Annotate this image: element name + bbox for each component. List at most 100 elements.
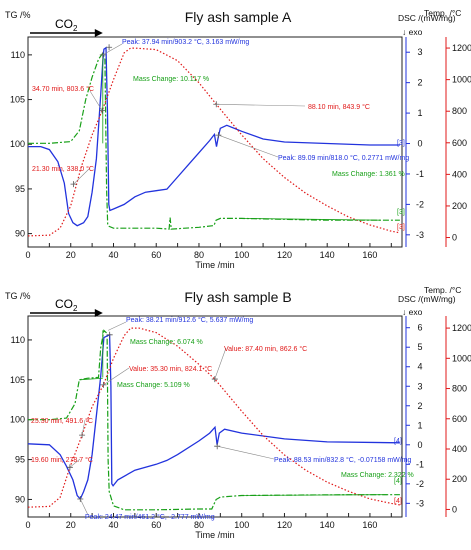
dsc-tick-label: 3 (417, 47, 422, 57)
annotation-label: 34.70 min, 803.6 °C (32, 85, 94, 93)
x-tick-label: 0 (25, 520, 30, 530)
annotation-leader (214, 347, 227, 380)
mass-change-line (241, 494, 388, 496)
tg-curve (28, 51, 400, 230)
x-tick-label: 120 (277, 250, 292, 260)
x-axis-label: Time /min (195, 260, 234, 270)
chart-title: Fly ash sample B (184, 289, 291, 305)
temp-curve (27, 47, 401, 237)
gas-label: CO2 (55, 17, 78, 33)
dsc-tick-label: -3 (416, 230, 424, 240)
annotation-label: Mass Change: 10.117 % (133, 76, 209, 83)
annotation-label: 88.10 min, 843.9 °C (308, 103, 370, 111)
tg-tick-label: 110 (11, 335, 25, 345)
value-marker (215, 132, 222, 139)
tg-axis-label: TG /% (5, 10, 31, 20)
temp-tick-label: 600 (452, 414, 467, 424)
x-tick-label: 100 (234, 250, 249, 260)
temp-tick-label: 1000 (452, 75, 471, 85)
x-axis-label: Time /min (195, 530, 234, 540)
annotation-leader (108, 321, 127, 331)
annotation-leader (81, 419, 86, 436)
tg-tick-label: 90 (15, 494, 25, 504)
tg-curve (28, 329, 400, 511)
annotation-label: Mass Change: 5.109 % (117, 382, 190, 389)
annotation-label: Mass Change: 2.322 % (341, 472, 414, 479)
dsc-axis-label: DSC /(mW/mg) (398, 13, 456, 23)
annotation-label: Value: 87.40 min, 862.6 °C (224, 345, 307, 353)
annotation-label: Peak: 37.94 min/903.2 °C, 3.163 mW/mg (122, 38, 249, 46)
exo-direction-label: ↓ exo (402, 27, 423, 37)
x-tick-label: 160 (362, 520, 377, 530)
dsc-curve (28, 46, 400, 227)
value-marker (70, 181, 77, 188)
tg-tick-label: 90 (15, 229, 25, 239)
annotation-label: 19.60 min, 278.7 °C (31, 456, 93, 464)
value-marker (106, 44, 113, 51)
temp-tick-label: 400 (452, 169, 467, 179)
annotation-label: Peak: 89.09 min/818.0 °C, 0.2771 mW/mg (278, 154, 409, 162)
temp-tick-label: 0 (452, 233, 457, 243)
annotation-label: Mass Change: 6.074 % (130, 339, 203, 346)
tg-tick-label: 95 (15, 184, 25, 194)
temp-curve (27, 327, 401, 508)
value-marker (211, 376, 218, 383)
x-tick-label: 60 (151, 250, 161, 260)
x-tick-label: 20 (66, 250, 76, 260)
tg-tick-label: 110 (11, 50, 25, 60)
gas-label: CO2 (55, 297, 78, 313)
x-tick-label: 80 (194, 520, 204, 530)
x-tick-label: 160 (362, 250, 377, 260)
temp-tick-label: 1000 (452, 353, 471, 363)
dsc-tick-label: 0 (417, 139, 422, 149)
x-tick-label: 40 (108, 250, 118, 260)
dsc-tick-label: 2 (417, 78, 422, 88)
annotation-leader (103, 367, 130, 386)
chart-title: Fly ash sample A (185, 9, 292, 25)
temp-axis-label: Temp. /°C (424, 8, 461, 18)
tg-tick-label: 95 (15, 455, 25, 465)
value-marker (77, 495, 84, 502)
annotation-label: [3] (397, 209, 405, 216)
temp-tick-label: 200 (452, 474, 467, 484)
annotation-leader (89, 90, 103, 111)
dsc-axis-label: DSC /(mW/mg) (398, 294, 456, 304)
dsc-tick-label: 2 (417, 401, 422, 411)
x-tick-label: 0 (25, 250, 30, 260)
value-marker (214, 443, 221, 450)
annotation-label: Peak: 88.53 min/832.8 °C, -0.07158 mW/mg (274, 456, 412, 464)
dsc-tick-label: -1 (416, 459, 424, 469)
dsc-tick-label: 4 (417, 362, 422, 372)
x-tick-label: 100 (234, 520, 249, 530)
dsc-tick-label: 0 (417, 440, 422, 450)
tg-tick-label: 105 (10, 375, 25, 385)
annotation-label: [3] (397, 140, 405, 147)
temp-tick-label: 600 (452, 138, 467, 148)
annotation-leader (69, 458, 81, 468)
annotation-leader (80, 498, 89, 516)
mass-change-line (241, 218, 381, 221)
annotation-label: [4] (394, 478, 402, 485)
dsc-tick-label: 1 (417, 420, 422, 430)
annotation-leader (102, 43, 123, 56)
exo-direction-label: ↓ exo (402, 307, 423, 317)
gas-arrow-head (94, 29, 103, 37)
plot-frame (27, 315, 403, 518)
gas-arrow-head (94, 309, 103, 317)
temp-tick-label: 800 (452, 384, 467, 394)
annotation-leader (73, 167, 91, 185)
annotation-label: 21.30 min, 338.0 °C (32, 165, 94, 173)
x-tick-label: 40 (108, 520, 118, 530)
temp-tick-label: 800 (452, 106, 467, 116)
x-tick-label: 80 (194, 250, 204, 260)
dsc-tick-label: -2 (416, 199, 424, 209)
x-tick-label: 140 (320, 250, 335, 260)
annotation-leader (216, 103, 306, 107)
plot-frame (27, 36, 403, 248)
tg-tick-label: 100 (10, 415, 25, 425)
mass-change-line (79, 377, 103, 381)
annotation-label: Mass Change: 1.361 % (332, 171, 405, 178)
annotation-label: 25.30 min, 491.6 °C (31, 417, 93, 425)
